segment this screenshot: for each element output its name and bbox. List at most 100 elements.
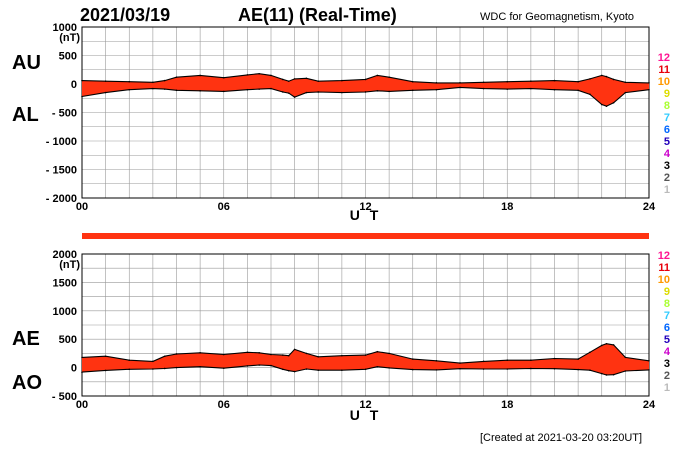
- data-point-al: [293, 96, 296, 98]
- data-point-ae: [600, 344, 603, 347]
- station-count-label: 9: [664, 88, 670, 100]
- data-point-al: [317, 91, 320, 93]
- x-tick-label: 24: [643, 201, 656, 213]
- data-point-al: [435, 88, 438, 91]
- data-point-ao: [128, 368, 131, 371]
- x-axis-label: U T: [350, 407, 382, 423]
- data-point-ae: [482, 360, 485, 363]
- data-point-al: [258, 88, 260, 90]
- data-point-au: [287, 80, 290, 82]
- data-point-ae: [104, 355, 107, 358]
- y-tick-label: 2000: [53, 249, 77, 261]
- data-point-au: [376, 74, 379, 77]
- data-point-al: [589, 93, 591, 96]
- station-count-label: 10: [658, 274, 670, 286]
- station-count-label: 7: [664, 310, 670, 322]
- plot-frame: [81, 26, 650, 199]
- data-point-al: [282, 91, 284, 93]
- data-point-ao: [152, 368, 154, 370]
- data-point-ae: [411, 358, 414, 360]
- data-point-al: [459, 86, 461, 89]
- station-count-label: 4: [664, 148, 671, 160]
- data-point-ae: [624, 356, 627, 359]
- x-tick-label: 06: [218, 399, 230, 411]
- ao-label: AO: [12, 372, 42, 394]
- data-point-al: [270, 87, 272, 90]
- station-count-label: 1: [664, 184, 670, 196]
- station-count-label: 12: [658, 52, 670, 64]
- al-label: AL: [12, 104, 39, 126]
- data-point-al: [553, 88, 556, 91]
- data-point-au: [459, 82, 461, 84]
- data-point-ae: [152, 360, 154, 363]
- data-point-ao: [459, 367, 461, 370]
- data-point-ao: [282, 368, 284, 371]
- station-count-label: 1: [664, 382, 670, 394]
- data-point-au: [589, 78, 591, 80]
- data-point-au: [612, 78, 615, 81]
- station-count-label: 12: [658, 250, 670, 262]
- data-point-al: [305, 91, 308, 94]
- data-point-ao: [270, 364, 272, 367]
- data-point-au: [199, 74, 201, 77]
- station-count-label: 8: [664, 100, 670, 112]
- x-tick-label: 06: [218, 201, 230, 213]
- data-point-ae: [530, 359, 532, 362]
- data-point-ae: [388, 352, 390, 355]
- data-point-ao: [612, 373, 615, 376]
- data-point-ae: [282, 354, 284, 356]
- data-point-ae: [317, 356, 320, 358]
- station-count-label: 3: [664, 358, 670, 370]
- x-tick-label: 12: [359, 399, 371, 411]
- data-point-ae: [287, 354, 290, 357]
- data-point-ao: [81, 371, 83, 373]
- data-point-al: [246, 88, 249, 91]
- station-count-label: 7: [664, 112, 670, 124]
- data-point-au: [624, 81, 627, 84]
- data-point-ao: [600, 372, 603, 375]
- data-point-ae: [589, 351, 591, 354]
- unit-label: (nT): [59, 32, 80, 44]
- data-point-ao: [482, 368, 485, 370]
- series-line-ao: [81, 364, 650, 376]
- y-tick-label: - 2000: [46, 193, 77, 205]
- data-point-ae: [270, 353, 272, 356]
- data-point-au: [411, 80, 414, 83]
- data-point-ao: [287, 369, 290, 372]
- organization-label: WDC for Geomagnetism, Kyoto: [480, 11, 635, 23]
- station-count-label: 8: [664, 298, 670, 310]
- data-point-au: [163, 79, 166, 82]
- y-tick-label: - 1500: [46, 165, 77, 177]
- data-point-ae: [364, 354, 367, 356]
- data-point-ao: [317, 369, 320, 371]
- data-point-ao: [605, 374, 608, 376]
- area-fill-ae-ao: [82, 343, 649, 375]
- data-point-al: [600, 103, 603, 106]
- data-point-au: [152, 81, 154, 84]
- y-tick-label: 500: [59, 334, 77, 346]
- x-tick-label: 00: [76, 201, 88, 213]
- data-point-al: [506, 88, 509, 90]
- data-point-ae: [553, 357, 556, 360]
- data-point-ao: [364, 368, 367, 371]
- data-point-ae: [506, 359, 509, 362]
- station-count-label: 5: [664, 334, 670, 346]
- data-point-au: [246, 74, 249, 76]
- data-point-ae: [81, 356, 83, 359]
- data-point-ao: [246, 365, 249, 367]
- station-count-label: 6: [664, 322, 670, 334]
- data-point-al: [81, 95, 83, 98]
- y-tick-label: - 500: [52, 108, 77, 120]
- data-point-ae: [305, 352, 308, 355]
- data-point-au: [258, 72, 260, 75]
- station-count-label: 9: [664, 286, 670, 298]
- y-tick-label: 1500: [53, 277, 77, 289]
- y-tick-label: 1000: [53, 22, 77, 34]
- data-point-ae: [459, 362, 461, 364]
- series-line-ae: [81, 343, 650, 364]
- y-tick-label: - 500: [52, 391, 77, 403]
- data-point-ao: [376, 365, 379, 368]
- data-point-ae: [435, 359, 438, 362]
- x-tick-label: 12: [359, 201, 371, 213]
